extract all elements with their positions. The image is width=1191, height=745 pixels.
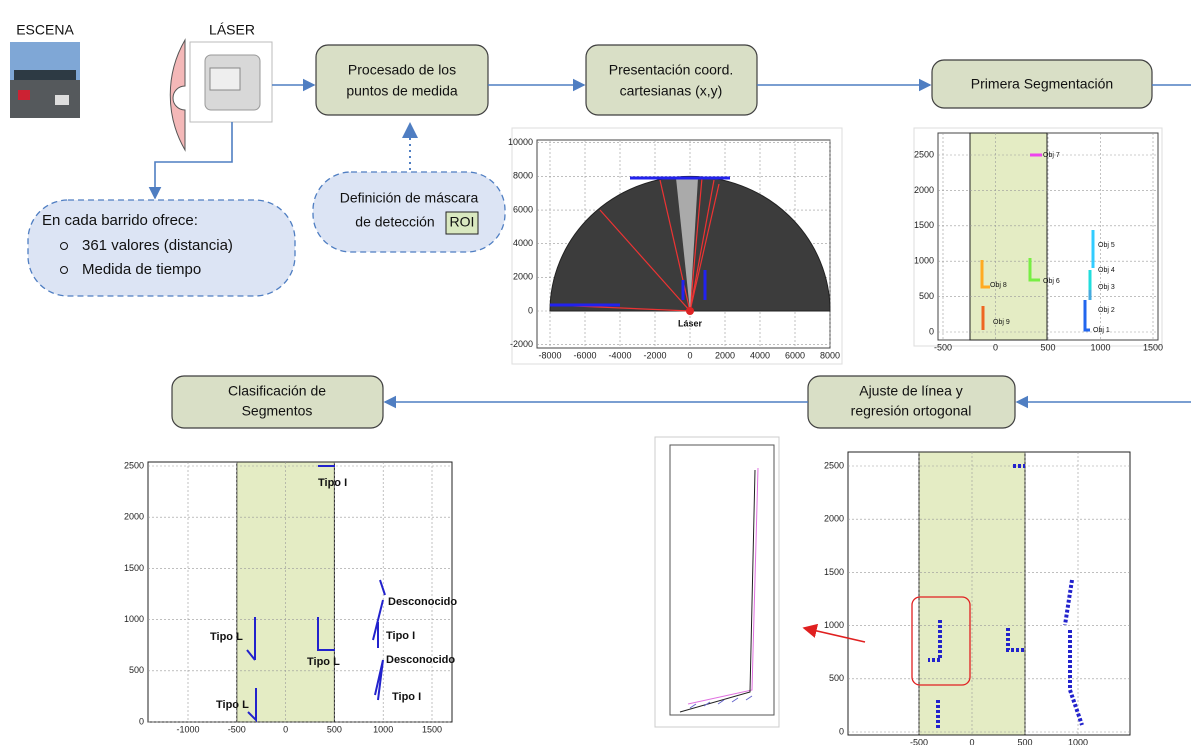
- y-tick-label: 2000: [513, 272, 533, 282]
- x-tick-label: -4000: [608, 350, 631, 360]
- info-item: Medida de tiempo: [82, 261, 201, 278]
- laser-label: Láser: [678, 318, 703, 328]
- diagram: ESCENA LÁSER Procesado de los puntos de …: [0, 0, 1191, 745]
- step-text: Ajuste de línea y: [859, 383, 963, 399]
- step-text: Clasificación de: [228, 383, 326, 399]
- x-tick-label: 500: [1040, 342, 1055, 352]
- object-label: Obj 4: [1098, 267, 1115, 274]
- step-text: regresión ortogonal: [851, 403, 972, 419]
- class-label: Tipo I: [386, 630, 415, 642]
- y-tick-label: 2500: [824, 460, 844, 470]
- x-tick-label: -500: [228, 724, 246, 734]
- object-label: Obj 2: [1098, 307, 1115, 314]
- object-label: Obj 5: [1098, 242, 1115, 249]
- x-tick-label: -500: [934, 342, 952, 352]
- y-tick-label: 4000: [513, 238, 533, 248]
- step-box: [586, 45, 757, 115]
- y-tick-label: -2000: [510, 339, 533, 349]
- y-tick-label: 6000: [513, 204, 533, 214]
- y-tick-label: 2500: [124, 460, 144, 470]
- x-tick-label: -1000: [176, 724, 199, 734]
- arrow: [155, 122, 232, 198]
- y-tick-label: 10000: [508, 137, 533, 147]
- object-label: Obj 8: [990, 282, 1007, 289]
- step-text: Presentación coord.: [609, 62, 734, 78]
- y-tick-label: 2000: [914, 185, 934, 195]
- y-tick-label: 0: [528, 305, 533, 315]
- x-tick-label: -6000: [573, 350, 596, 360]
- x-tick-label: -500: [910, 737, 928, 745]
- info-item: 361 valores (distancia): [82, 237, 233, 254]
- step-text: puntos de medida: [346, 83, 458, 99]
- y-tick-label: 2500: [914, 149, 934, 159]
- x-tick-label: 4000: [750, 350, 770, 360]
- zoom-plot: [655, 437, 779, 727]
- y-tick-label: 1500: [914, 220, 934, 230]
- y-tick-label: 500: [829, 673, 844, 683]
- y-tick-label: 500: [919, 291, 934, 301]
- class-label: Tipo L: [216, 699, 249, 711]
- scan-sector: [170, 40, 185, 150]
- x-tick-label: 500: [1017, 737, 1032, 745]
- object-label: Obj 6: [1043, 278, 1060, 285]
- x-tick-label: 1000: [1068, 737, 1088, 745]
- y-tick-label: 1000: [824, 620, 844, 630]
- x-tick-label: 1500: [422, 724, 442, 734]
- class-label: Tipo L: [307, 656, 340, 668]
- x-tick-label: 0: [687, 350, 692, 360]
- y-tick-label: 2000: [824, 514, 844, 524]
- step-box: [316, 45, 488, 115]
- x-tick-label: -8000: [538, 350, 561, 360]
- object-label: Obj 7: [1043, 152, 1060, 159]
- x-tick-label: 8000: [820, 350, 840, 360]
- laser-device: [190, 42, 272, 122]
- x-tick-label: 500: [327, 724, 342, 734]
- scene-photo: [10, 42, 80, 118]
- step-text: cartesianas (x,y): [620, 83, 723, 99]
- laser-label: LÁSER: [209, 22, 255, 38]
- scene-label: ESCENA: [16, 22, 74, 38]
- y-tick-label: 500: [129, 665, 144, 675]
- y-tick-label: 8000: [513, 171, 533, 181]
- y-tick-label: 2000: [124, 512, 144, 522]
- object-label: Obj 9: [993, 319, 1010, 326]
- y-tick-label: 1000: [124, 614, 144, 624]
- class-label: Desconocido: [388, 596, 457, 608]
- x-tick-label: 1500: [1143, 342, 1163, 352]
- roi-text: de detección: [355, 214, 434, 230]
- y-tick-label: 0: [139, 716, 144, 726]
- x-tick-label: 2000: [715, 350, 735, 360]
- x-tick-label: 1000: [1090, 342, 1110, 352]
- laser-point: [686, 307, 694, 315]
- y-tick-label: 1500: [124, 563, 144, 573]
- class-label: Tipo I: [318, 477, 347, 489]
- step-text: Segmentos: [242, 403, 313, 419]
- object-label: Obj 3: [1098, 284, 1115, 291]
- x-tick-label: -2000: [643, 350, 666, 360]
- y-tick-label: 0: [929, 326, 934, 336]
- y-tick-label: 1500: [824, 567, 844, 577]
- step-text: Procesado de los: [348, 62, 456, 78]
- roi-tag: ROI: [450, 214, 475, 230]
- y-tick-label: 1000: [914, 256, 934, 266]
- class-label: Tipo L: [210, 631, 243, 643]
- info-title: En cada barrido ofrece:: [42, 212, 198, 229]
- class-label: Desconocido: [386, 654, 455, 666]
- x-tick-label: 0: [969, 737, 974, 745]
- x-tick-label: 1000: [373, 724, 393, 734]
- y-tick-label: 0: [839, 726, 844, 736]
- classification-plot: -1000 -500 0 500 1000 1500 0 500 1000 1500 2000 250…: [124, 460, 457, 734]
- x-tick-label: 0: [283, 724, 288, 734]
- fit-plot: -500 0 500 1000 0 500 1000 1500 2000 2500: [824, 452, 1130, 745]
- class-label: Tipo I: [392, 691, 421, 703]
- step-text: Primera Segmentación: [971, 76, 1113, 92]
- object-label: Obj 1: [1093, 327, 1110, 334]
- x-tick-label: 6000: [785, 350, 805, 360]
- polar-plot: -8000 -6000 -4000 -2000 0 2000 4000 6000 8000 -20…: [508, 128, 842, 364]
- roi-text: Definición de máscara: [340, 190, 479, 206]
- x-tick-label: 0: [993, 342, 998, 352]
